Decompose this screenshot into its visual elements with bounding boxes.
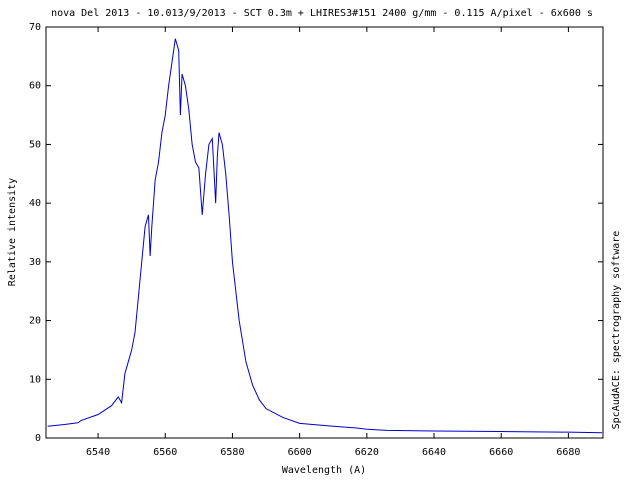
chart-title: nova Del 2013 - 10.013/9/2013 - SCT 0.3m… <box>51 8 593 19</box>
y-tick-label: 60 <box>29 81 41 92</box>
plot-frame <box>45 26 604 439</box>
y-tick-label: 10 <box>29 374 41 385</box>
x-tick-label: 6580 <box>220 447 244 458</box>
side-note: SpcAudACE: spectrography software <box>611 231 622 430</box>
x-tick-label: 6660 <box>489 447 513 458</box>
x-tick-label: 6540 <box>86 447 110 458</box>
y-tick-label: 70 <box>29 22 41 33</box>
x-tick-label: 6600 <box>288 447 312 458</box>
x-tick-label: 6680 <box>556 447 580 458</box>
x-tick-label: 6620 <box>355 447 379 458</box>
y-tick-label: 0 <box>35 433 41 444</box>
y-tick-label: 30 <box>29 257 41 268</box>
spectrum-line <box>47 38 602 434</box>
y-tick-label: 40 <box>29 198 41 209</box>
y-tick-label: 50 <box>29 139 41 150</box>
y-tick-label: 20 <box>29 316 41 327</box>
y-axis-label: Relative intensity <box>7 178 18 286</box>
x-tick-label: 6640 <box>422 447 446 458</box>
x-tick-label: 6560 <box>153 447 177 458</box>
x-axis-label: Wavelength (A) <box>282 465 366 476</box>
